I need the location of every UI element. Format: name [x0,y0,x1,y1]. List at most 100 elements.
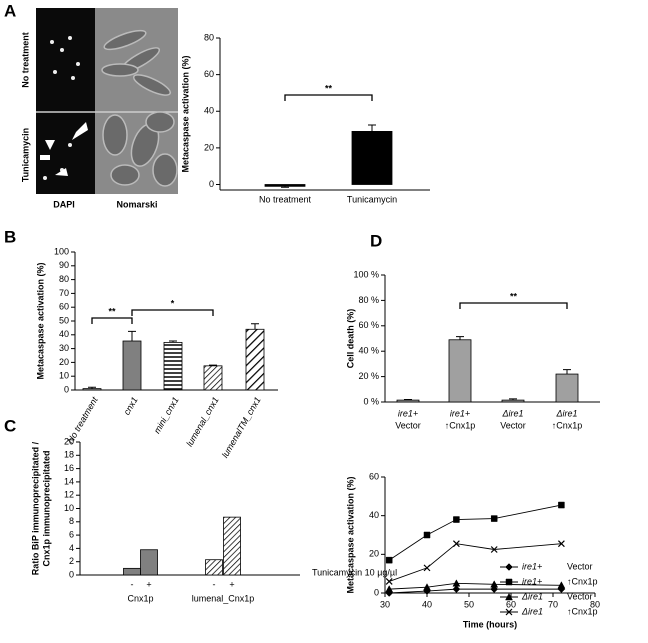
y-tick-label: 8 [69,516,74,526]
y-tick-label: 100 % [353,269,379,279]
y-tick-label: 0 [69,569,74,579]
y-axis-label: Metacaspase activation (%) [345,476,355,593]
point [490,515,498,522]
legend-label: ire1+ [522,561,542,571]
x-tick-label: lumenal_cnx1 [184,395,220,448]
point [557,581,566,589]
y-tick-label: 0 [64,384,69,394]
panel-label: A [4,1,16,20]
x-tick-label: - [213,579,216,589]
x-tick-label: 80 [590,599,600,609]
bar [205,559,223,576]
point [490,580,499,588]
point [423,531,431,539]
x-tick-label: + [229,579,234,589]
point [452,585,461,593]
bar [555,373,579,403]
y-tick-label: 4 [69,543,74,553]
panel-label: D [370,231,382,250]
group-label: lumenal_Cnx1p [192,593,255,603]
y-tick-label: 0 % [363,396,379,406]
error-bar [368,124,376,132]
y-tick-label: 16 [64,463,74,473]
legend-label: ↑Cnx1p [567,576,598,586]
y-tick-label: 60 [369,471,379,481]
x-tick-label: + [146,579,151,589]
panel-label: B [4,227,16,246]
x-tick-label: ↑Cnx1p [445,420,476,430]
x-tick-label: 60 [506,599,516,609]
significance-bracket [131,309,214,316]
error-bar [404,398,412,401]
point [385,577,393,585]
y-tick-label: 60 [59,302,69,312]
x-axis-label: Time (hours) [463,619,517,629]
error-bar [456,336,464,340]
significance-bracket [284,94,373,101]
error-bar [209,364,217,366]
y-tick-label: 0 [209,179,214,189]
legend-label: Δire1 [521,606,543,616]
legend-label: Vector [567,561,593,571]
x-tick-label: Δire1 [501,408,523,418]
y-axis-label: Metacaspase activation (%) [35,262,45,379]
y-tick-label: 40 [369,510,379,520]
bar [245,328,265,391]
y-tick-label: 50 [59,315,69,325]
y-tick-label: 70 [59,288,69,298]
image-row-label: No treatment [20,32,30,88]
bar [163,341,183,391]
x-tick-label: cnx1 [122,395,140,416]
significance-label: ** [108,306,116,316]
y-axis-label: Cnx1p immunoprecipitated [41,450,51,566]
group-label: Cnx1p [127,593,153,603]
x-tick-label: 40 [422,599,432,609]
point [557,540,565,548]
x-tick-label: Vector [500,420,526,430]
y-tick-label: 40 [204,106,214,116]
y-axis-label: Cell death (%) [345,309,355,369]
point [452,540,460,548]
x-tick-label: ire1+ [450,408,470,418]
y-tick-label: 10 [64,503,74,513]
y-tick-label: 20 [204,142,214,152]
y-tick-label: 40 % [358,346,379,356]
legend-label: Vector [567,591,593,601]
bar [223,516,241,576]
bar [82,388,102,391]
x-tick-label: lumenalTM_cnx1 [220,395,263,459]
y-tick-label: 12 [64,490,74,500]
bar [122,340,142,391]
legend-label: Δire1 [521,591,543,601]
point [453,516,460,523]
y-axis-label: Ratio BiP immunoprecipitated / [30,441,40,575]
image-column-label: Nomarski [116,199,157,209]
legend-label: ↑Cnx1p [567,606,598,616]
error-bar [88,386,96,389]
significance-label: ** [510,291,518,301]
y-tick-label: 10 [59,371,69,381]
y-tick-label: 2 [69,556,74,566]
y-axis-label: Metacaspase activation (%) [180,55,190,172]
x-tick-label: mini_cnx1 [152,395,181,435]
y-tick-label: 100 [54,246,69,256]
x-tick-label: ire1+ [398,408,418,418]
y-tick-label: 6 [69,529,74,539]
point [558,501,565,509]
y-tick-label: 18 [64,450,74,460]
micrographs [36,8,178,194]
y-tick-label: 0 [374,587,379,597]
bar [351,130,393,185]
point [385,556,393,564]
y-tick-label: 30 [59,343,69,353]
y-tick-label: 60 % [358,320,379,330]
y-tick-label: 20 [59,357,69,367]
error-bar [169,340,177,343]
x-tick-label: ↑Cnx1p [552,420,583,430]
point [490,546,498,553]
y-tick-label: 40 [59,329,69,339]
panel-label: C [4,416,16,435]
x-tick-label: - [131,579,134,589]
x-tick-label: No treatment [259,194,312,204]
